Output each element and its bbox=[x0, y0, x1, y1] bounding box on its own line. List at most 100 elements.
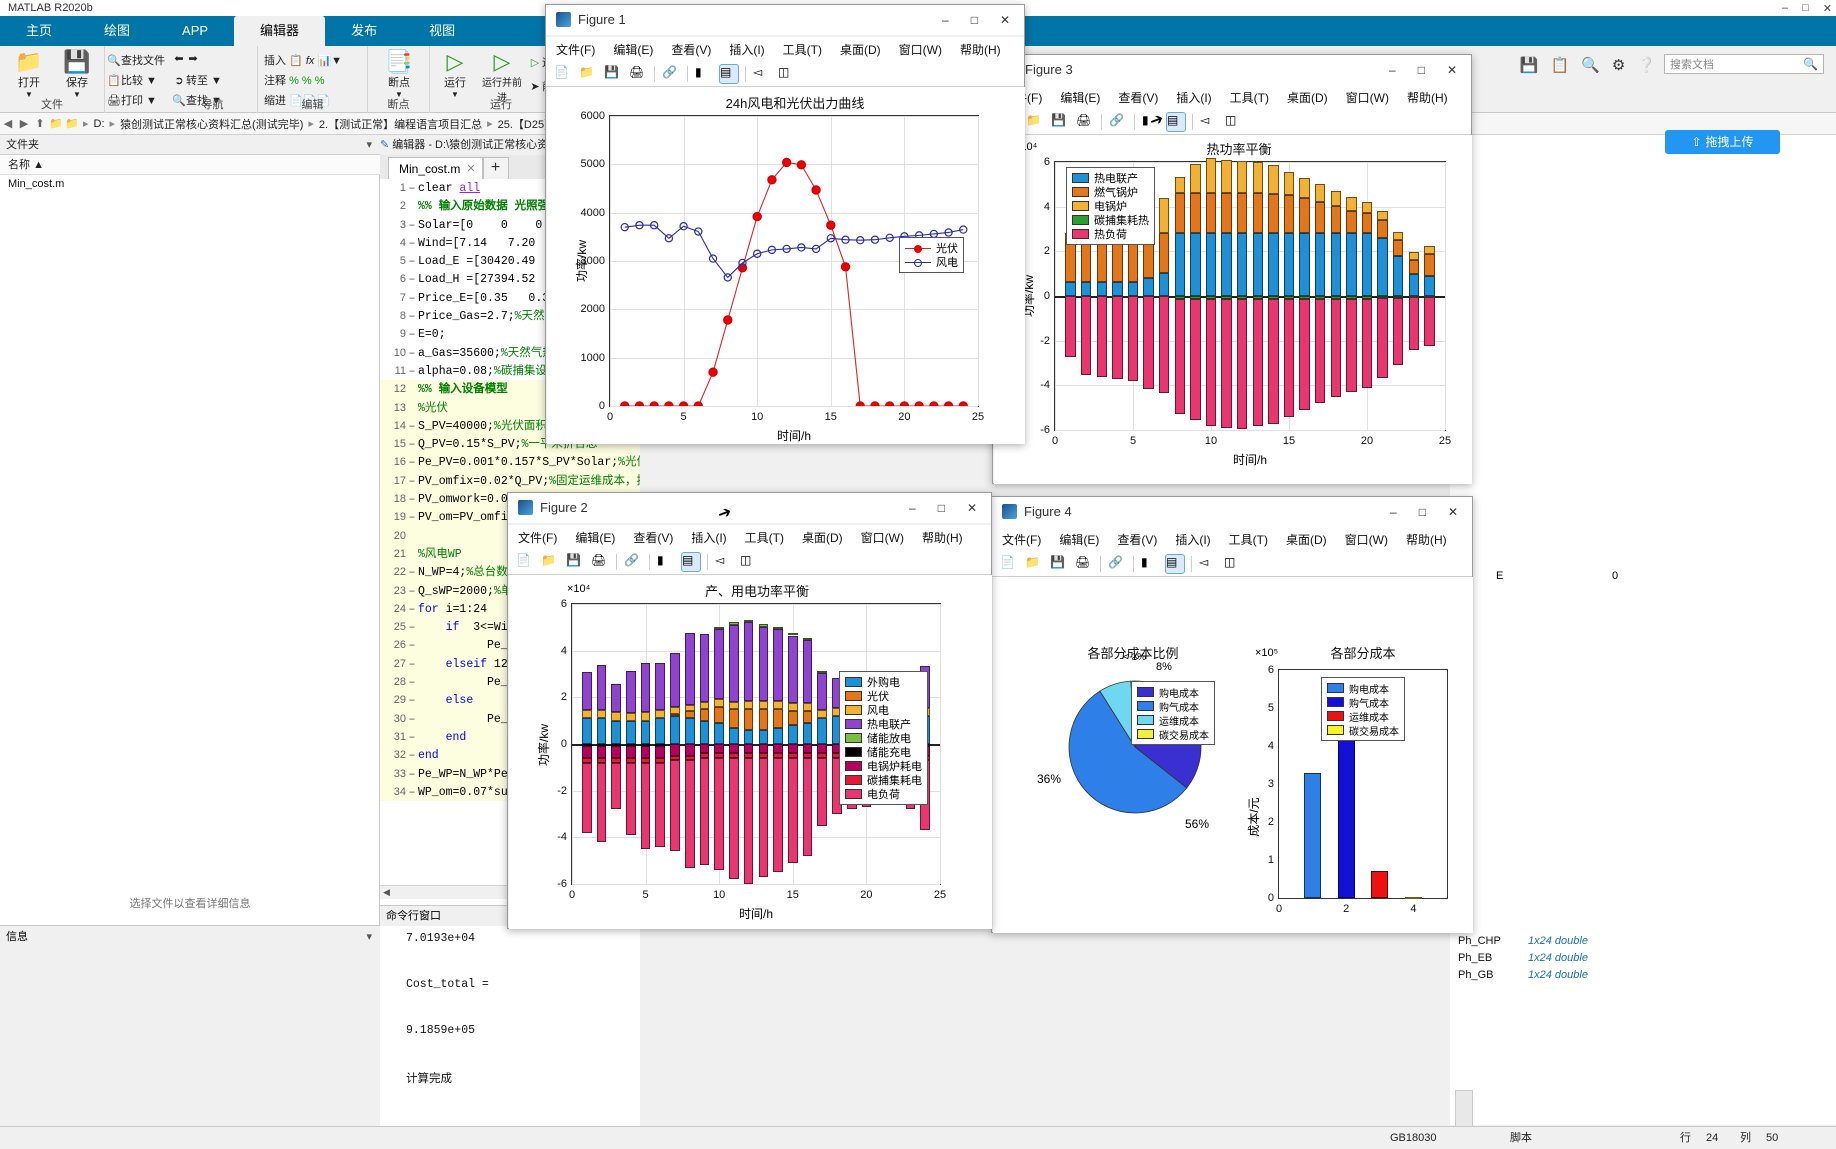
breakpoint-gutter[interactable]: – bbox=[408, 749, 416, 763]
breakpoint-gutter[interactable]: – bbox=[408, 785, 416, 799]
legend-item[interactable]: 碳交易成本 bbox=[1327, 723, 1399, 738]
new-figure-icon[interactable]: 📄 bbox=[554, 64, 569, 79]
minimize-icon[interactable]: – bbox=[1782, 2, 1789, 14]
figure-4-toolbar[interactable]: 📄 📁 💾 🖨 🔗 ▮ ▤ ◅ ◫ bbox=[992, 551, 1472, 577]
figure-1-window-controls[interactable]: – □ ✕ bbox=[942, 5, 1018, 35]
current-folder-column-header[interactable]: 名称 ▲ bbox=[0, 155, 380, 175]
menu-desktop[interactable]: 桌面(D) bbox=[801, 530, 843, 545]
plot-browser-icon[interactable]: ◫ bbox=[740, 552, 752, 567]
print-icon[interactable]: 🖨 bbox=[629, 64, 645, 79]
find-button[interactable]: 🔍查找 ▼ bbox=[172, 95, 222, 107]
close-tab-icon[interactable]: ✕ bbox=[466, 162, 476, 175]
breakpoint-gutter[interactable]: – bbox=[408, 182, 416, 195]
new-tab-button[interactable]: + bbox=[482, 157, 509, 179]
legend-item[interactable]: 运维成本 bbox=[1137, 713, 1209, 728]
browse-folder-icon[interactable]: 📁 bbox=[49, 118, 63, 130]
open-button[interactable]: 📁 打开 ▼ bbox=[6, 50, 52, 100]
open-icon[interactable]: 📁 bbox=[1026, 112, 1041, 127]
menu-tools[interactable]: 工具(T) bbox=[1229, 90, 1269, 105]
legend-item[interactable]: 购气成本 bbox=[1327, 695, 1399, 710]
menu-insert[interactable]: 插入(I) bbox=[729, 42, 765, 57]
breakpoint-gutter[interactable]: – bbox=[408, 328, 416, 342]
workspace-scrollbar[interactable] bbox=[1455, 1090, 1473, 1130]
menu-view[interactable]: 查看(V) bbox=[1118, 90, 1159, 105]
new-figure-icon[interactable]: 📄 bbox=[516, 552, 531, 567]
menu-tools[interactable]: 工具(T) bbox=[782, 42, 822, 57]
open-icon[interactable]: 📁 bbox=[541, 552, 556, 567]
print-icon[interactable]: 🖨 bbox=[591, 552, 607, 567]
colorbar-icon[interactable]: ▮ bbox=[1141, 554, 1148, 569]
maximize-icon[interactable]: □ bbox=[1418, 505, 1426, 519]
compare-icon[interactable]: 📋 bbox=[1550, 57, 1570, 74]
run-button[interactable]: ▷ 运行 ▼ bbox=[432, 50, 478, 100]
chart-icon[interactable]: 📊 bbox=[317, 55, 332, 67]
breakpoint-gutter[interactable]: – bbox=[408, 657, 416, 671]
legend-item[interactable]: 光伏 bbox=[905, 241, 958, 255]
breakpoint-gutter[interactable]: – bbox=[408, 730, 416, 744]
breakpoint-gutter[interactable]: – bbox=[408, 676, 416, 690]
wrap-comment-icon[interactable]: % bbox=[314, 75, 325, 87]
find-file-button[interactable]: 🔍查找文件 bbox=[107, 55, 165, 67]
link-plot-icon[interactable]: 🔗 bbox=[1109, 112, 1124, 127]
open-icon[interactable]: 📁 bbox=[1025, 554, 1040, 569]
legend-item[interactable]: 储能放电 bbox=[845, 731, 922, 745]
help-icon[interactable]: ❔ bbox=[1637, 57, 1656, 74]
indent-left-icon[interactable]: 📄 bbox=[316, 95, 331, 107]
up-folder-icon[interactable]: ⬆ bbox=[35, 118, 45, 130]
figure-4-window[interactable]: Figure 4 – □ ✕ 文件(F) 编辑(E) 查看(V) 插入(I) 工… bbox=[991, 496, 1473, 933]
comment-button[interactable]: 注释 % % % bbox=[264, 75, 325, 87]
menu-edit[interactable]: 编辑(E) bbox=[1060, 90, 1101, 105]
menu-window[interactable]: 窗口(W) bbox=[1344, 532, 1388, 547]
breakpoint-gutter[interactable]: – bbox=[408, 511, 416, 525]
breakpoint-gutter[interactable]: – bbox=[408, 474, 416, 488]
matlab-window-controls[interactable]: – □ ✕ bbox=[1782, 0, 1832, 16]
breadcrumb-folder-3[interactable]: 25.【D25】 bbox=[497, 118, 556, 131]
minimize-icon[interactable]: – bbox=[1390, 505, 1397, 519]
menu-desktop[interactable]: 桌面(D) bbox=[839, 42, 881, 57]
maximize-icon[interactable]: □ bbox=[937, 501, 945, 515]
menu-file[interactable]: 文件(F) bbox=[1002, 532, 1042, 547]
figure-2-window[interactable]: Figure 2 – □ ✕ 文件(F) 编辑(E) 查看(V) 插入(I) 工… bbox=[507, 492, 992, 929]
figure-1-menubar[interactable]: 文件(F) 编辑(E) 查看(V) 插入(I) 工具(T) 桌面(D) 窗口(W… bbox=[546, 37, 1024, 61]
breadcrumb-folder-1[interactable]: 猿创测试正常核心资料汇总(测试完毕) bbox=[120, 118, 304, 131]
colorbar-icon[interactable]: ▮ bbox=[657, 552, 664, 567]
menu-view[interactable]: 查看(V) bbox=[671, 42, 712, 57]
legend-item[interactable]: 风电 bbox=[905, 255, 958, 269]
figure-4-pie-legend[interactable]: 购电成本 购气成本 运维成本 碳交易成本 bbox=[1131, 681, 1215, 745]
menu-file[interactable]: 文件(F) bbox=[518, 530, 558, 545]
figure-2-menubar[interactable]: 文件(F) 编辑(E) 查看(V) 插入(I) 工具(T) 桌面(D) 窗口(W… bbox=[508, 525, 991, 549]
breakpoint-gutter[interactable]: – bbox=[408, 255, 416, 269]
arrow-right-icon[interactable]: ➡ bbox=[188, 53, 198, 65]
minimize-icon[interactable]: – bbox=[1389, 63, 1396, 77]
uncomment-icon[interactable]: % bbox=[301, 75, 312, 87]
maximize-icon[interactable]: □ bbox=[1417, 63, 1425, 77]
minimize-icon[interactable]: – bbox=[942, 13, 949, 27]
legend-icon[interactable]: ▤ bbox=[1166, 111, 1186, 132]
function-icon[interactable]: fx bbox=[305, 55, 315, 67]
figure-3-toolbar[interactable]: 📄 📁 💾 🖨 🔗 ▮ ▤ ◅ ◫ bbox=[993, 109, 1471, 135]
save-button[interactable]: 💾 保存 ▼ bbox=[54, 50, 100, 100]
goto-button[interactable]: ➲ 转至 ▼ bbox=[172, 72, 222, 88]
plot-browser-icon[interactable]: ◫ bbox=[1225, 112, 1237, 127]
breakpoint-gutter[interactable]: – bbox=[408, 566, 416, 580]
legend-item[interactable]: 碳交易成本 bbox=[1137, 727, 1209, 742]
figure-4-menubar[interactable]: 文件(F) 编辑(E) 查看(V) 插入(I) 工具(T) 桌面(D) 窗口(W… bbox=[992, 527, 1472, 551]
chevron-down-icon[interactable]: ▼ bbox=[25, 90, 33, 99]
pointer-icon[interactable]: ◅ bbox=[715, 552, 725, 567]
breakpoint-button[interactable]: 📑 断点 ▼ bbox=[376, 50, 422, 100]
pointer-icon[interactable]: ◅ bbox=[1199, 554, 1209, 569]
link-plot-icon[interactable]: 🔗 bbox=[1108, 554, 1123, 569]
menu-insert[interactable]: 插入(I) bbox=[1176, 90, 1212, 105]
menu-tools[interactable]: 工具(T) bbox=[1228, 532, 1268, 547]
menu-help[interactable]: 帮助(H) bbox=[921, 530, 963, 545]
figure-3-menubar[interactable]: 文件(F) 编辑(E) 查看(V) 插入(I) 工具(T) 桌面(D) 窗口(W… bbox=[993, 85, 1471, 109]
menu-desktop[interactable]: 桌面(D) bbox=[1285, 532, 1327, 547]
legend-item[interactable]: 储能充电 bbox=[845, 745, 922, 759]
close-icon[interactable]: ✕ bbox=[1446, 63, 1457, 77]
ribbon-tab-home[interactable]: 主页 bbox=[26, 23, 53, 38]
legend-item[interactable]: 风电 bbox=[845, 703, 922, 717]
legend-item[interactable]: 碳捕集耗电 bbox=[845, 773, 922, 787]
menu-help[interactable]: 帮助(H) bbox=[959, 42, 1001, 57]
link-plot-icon[interactable]: 🔗 bbox=[624, 552, 639, 567]
close-icon[interactable]: ✕ bbox=[1822, 2, 1832, 15]
